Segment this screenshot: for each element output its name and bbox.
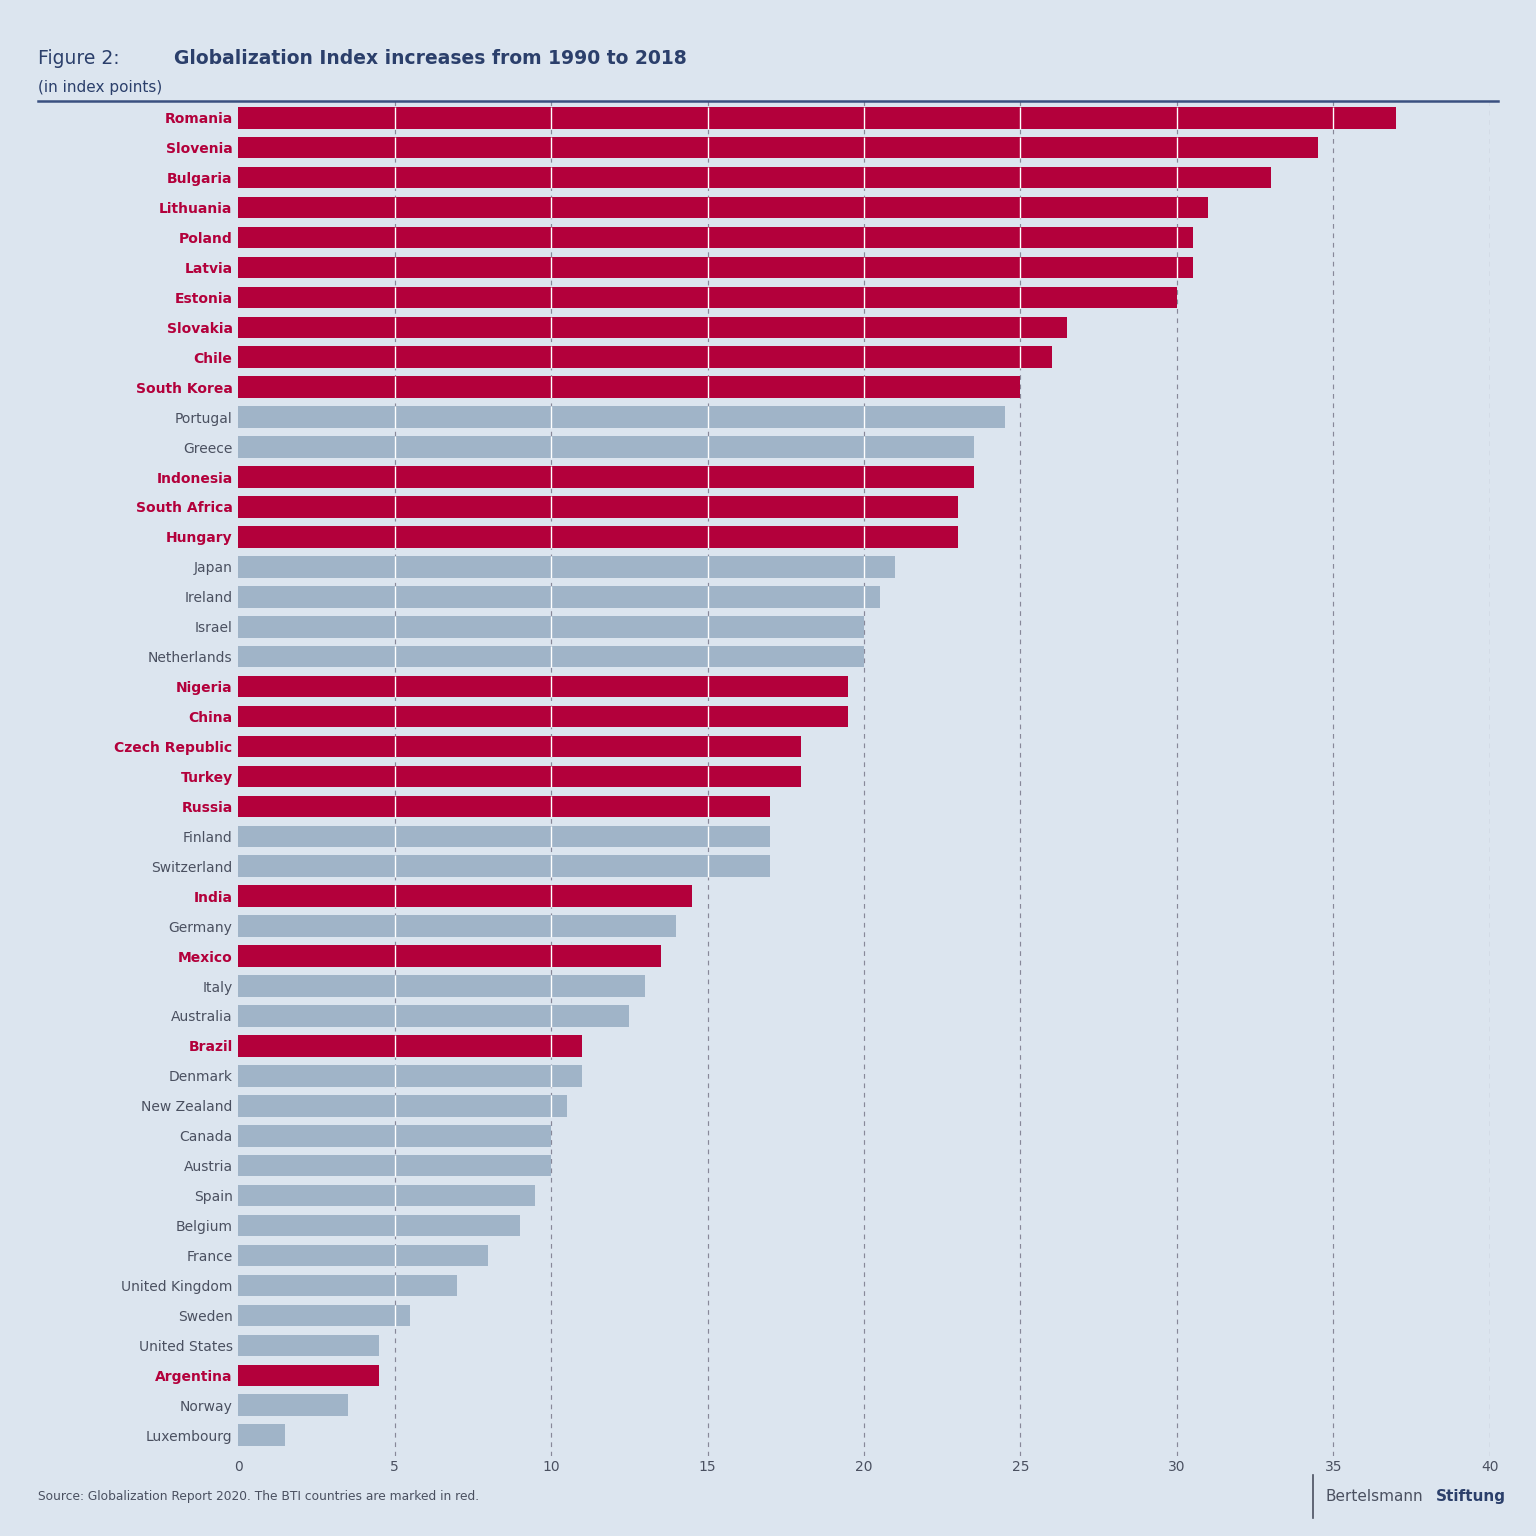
Bar: [238, 467, 974, 488]
Bar: [238, 1335, 379, 1356]
Bar: [238, 1124, 551, 1146]
Bar: [238, 1215, 519, 1236]
Bar: [238, 108, 1396, 129]
Bar: [238, 705, 848, 728]
Bar: [238, 407, 1005, 429]
Bar: [238, 587, 880, 608]
Bar: [238, 616, 863, 637]
Bar: [238, 1395, 347, 1416]
Bar: [238, 167, 1270, 189]
Bar: [238, 825, 770, 848]
Bar: [238, 347, 1052, 369]
Text: Source: Globalization Report 2020. The BTI countries are marked in red.: Source: Globalization Report 2020. The B…: [38, 1490, 479, 1502]
Bar: [238, 1155, 551, 1177]
Bar: [238, 1424, 286, 1445]
Text: Bertelsmann: Bertelsmann: [1326, 1488, 1424, 1504]
Bar: [238, 1095, 567, 1117]
Bar: [238, 676, 848, 697]
Bar: [238, 1005, 630, 1026]
Bar: [238, 137, 1318, 158]
Bar: [238, 257, 1192, 278]
Text: (in index points): (in index points): [38, 80, 163, 95]
Bar: [238, 316, 1068, 338]
Bar: [238, 765, 802, 788]
Bar: [238, 376, 1020, 398]
Bar: [238, 885, 691, 906]
Text: Stiftung: Stiftung: [1436, 1488, 1507, 1504]
Bar: [238, 1364, 379, 1385]
Text: Figure 2:: Figure 2:: [38, 49, 132, 68]
Bar: [238, 945, 660, 966]
Bar: [238, 496, 958, 518]
Bar: [238, 527, 958, 548]
Bar: [238, 197, 1209, 218]
Text: Globalization Index increases from 1990 to 2018: Globalization Index increases from 1990 …: [174, 49, 687, 68]
Bar: [238, 796, 770, 817]
Bar: [238, 227, 1192, 249]
Bar: [238, 1275, 458, 1296]
Bar: [238, 1184, 536, 1206]
Bar: [238, 647, 863, 668]
Bar: [238, 1304, 410, 1326]
Bar: [238, 287, 1177, 309]
Bar: [238, 1064, 582, 1086]
Bar: [238, 556, 895, 578]
Bar: [238, 975, 645, 997]
Bar: [238, 915, 676, 937]
Bar: [238, 1244, 488, 1266]
Bar: [238, 856, 770, 877]
Bar: [238, 1035, 582, 1057]
Bar: [238, 736, 802, 757]
Bar: [238, 436, 974, 458]
